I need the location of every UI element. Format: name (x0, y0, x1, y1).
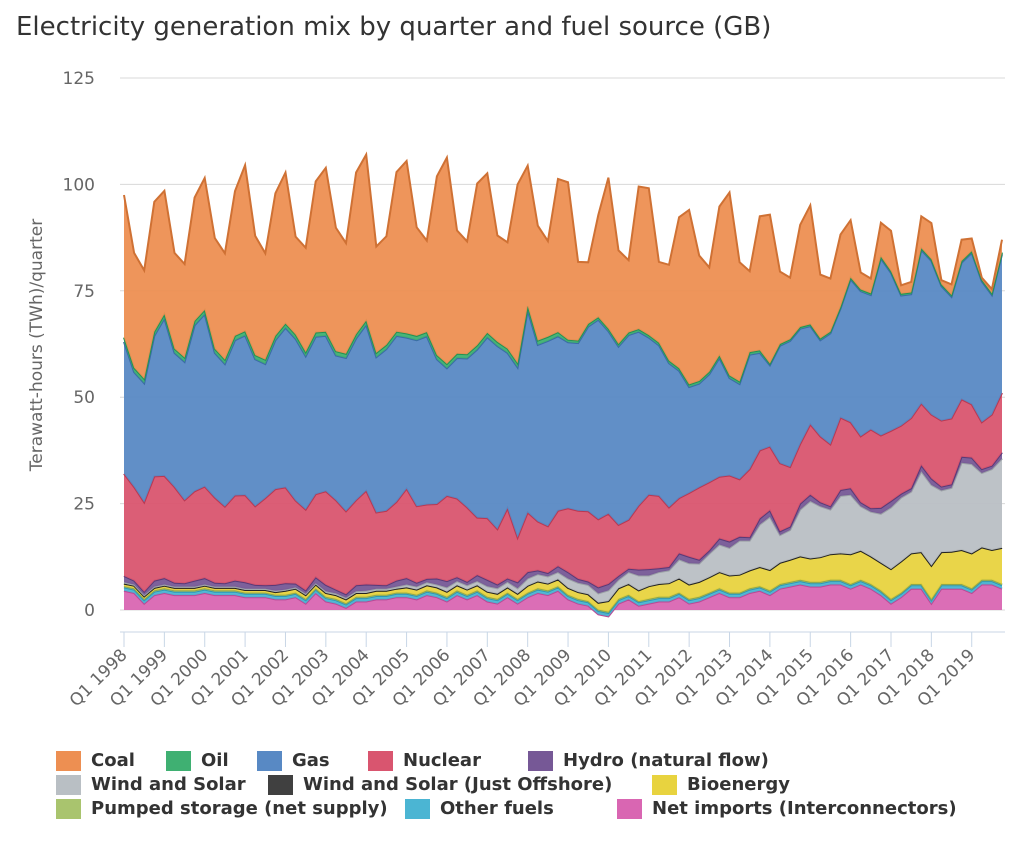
legend-swatch (405, 798, 430, 819)
legend-swatch (268, 774, 293, 795)
area-nuclear (124, 392, 1002, 595)
legend-item-wind-offshore[interactable]: Wind and Solar (Just Offshore) (268, 774, 612, 795)
legend-swatch (166, 750, 191, 771)
legend-swatch (617, 798, 642, 819)
y-tick-label: 0 (84, 601, 95, 621)
legend-label: Oil (201, 750, 229, 771)
y-tick-label: 25 (73, 495, 95, 515)
legend-item-hydro[interactable]: Hydro (natural flow) (528, 750, 769, 771)
legend-label: Wind and Solar (Just Offshore) (303, 774, 613, 795)
y-tick-label: 100 (63, 175, 95, 195)
area-bioenergy (124, 547, 1002, 612)
legend-label: Bioenergy (687, 774, 790, 795)
legend-item-oil[interactable]: Oil (166, 750, 229, 771)
area-other-fuels (124, 581, 1002, 617)
legend-swatch (257, 750, 282, 771)
area-hydro-natural-flow (124, 452, 1002, 598)
legend-item-pumped-storage[interactable]: Pumped storage (net supply) (56, 798, 388, 819)
area-coal (124, 154, 1002, 385)
legend-item-nuclear[interactable]: Nuclear (368, 750, 481, 771)
legend-item-other-fuels[interactable]: Other fuels (405, 798, 554, 819)
legend-label: Net imports (Interconnectors) (652, 798, 957, 819)
area-wind-and-solar (124, 458, 1002, 603)
legend-item-coal[interactable]: Coal (56, 750, 135, 771)
legend-label: Pumped storage (net supply) (91, 798, 388, 819)
legend-label: Coal (91, 750, 135, 771)
y-tick-label: 50 (73, 388, 95, 408)
legend-swatch (368, 750, 393, 771)
y-tick-label: 75 (73, 282, 95, 302)
legend-swatch (528, 750, 553, 771)
legend-label: Hydro (natural flow) (563, 750, 769, 771)
legend-label: Other fuels (440, 798, 554, 819)
chart-title: Electricity generation mix by quarter an… (16, 12, 772, 42)
line-coal (123, 151, 1003, 292)
legend-label: Wind and Solar (91, 774, 246, 795)
y-tick-label: 125 (63, 69, 95, 89)
area-gas (124, 249, 1002, 538)
legend-swatch (56, 750, 81, 771)
legend-label: Nuclear (403, 750, 481, 771)
series-areas (123, 151, 1003, 618)
legend-item-wind-solar[interactable]: Wind and Solar (56, 774, 246, 795)
legend-item-net-imports[interactable]: Net imports (Interconnectors) (617, 798, 957, 819)
legend-item-bioenergy[interactable]: Bioenergy (652, 774, 790, 795)
legend-swatch (652, 774, 677, 795)
legend-swatch (56, 798, 81, 819)
y-axis: 0 25 50 75 100 125 (63, 69, 95, 621)
legend-swatch (56, 774, 81, 795)
area-net-imports-interconnectors (124, 584, 1002, 617)
legend-label: Gas (292, 750, 330, 771)
y-axis-label: Terawatt-hours (TWh)/quarter (27, 219, 47, 472)
legend-item-gas[interactable]: Gas (257, 750, 330, 771)
